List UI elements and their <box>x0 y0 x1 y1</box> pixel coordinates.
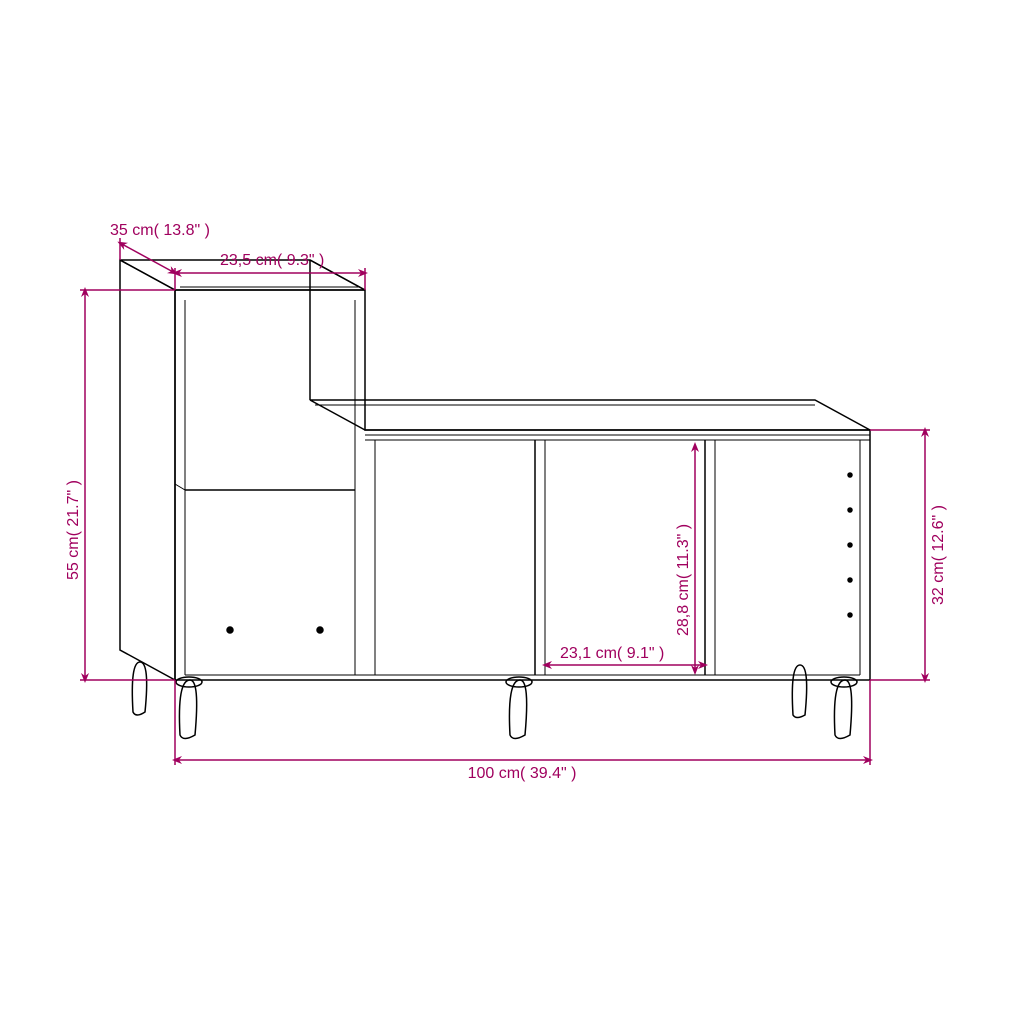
dim-inner-w: 23,1 cm( 9.1" ) <box>560 645 664 662</box>
dim-inner-h: 28,8 cm( 11.3" ) <box>675 524 692 636</box>
dim-total-w: 100 cm( 39.4" ) <box>468 765 577 782</box>
dim-height: 55 cm( 21.7" ) <box>65 480 82 580</box>
dim-top-width: 23,5 cm( 9.3" ) <box>220 252 324 269</box>
dim-depth: 35 cm( 13.8" ) <box>110 222 210 239</box>
dim-right-h: 32 cm( 12.6" ) <box>930 505 947 605</box>
furniture-outline <box>120 260 870 739</box>
dimension-text: 35 cm( 13.8" ) 23,5 cm( 9.3" ) 55 cm( 21… <box>65 222 947 782</box>
dimension-lines <box>80 238 930 765</box>
